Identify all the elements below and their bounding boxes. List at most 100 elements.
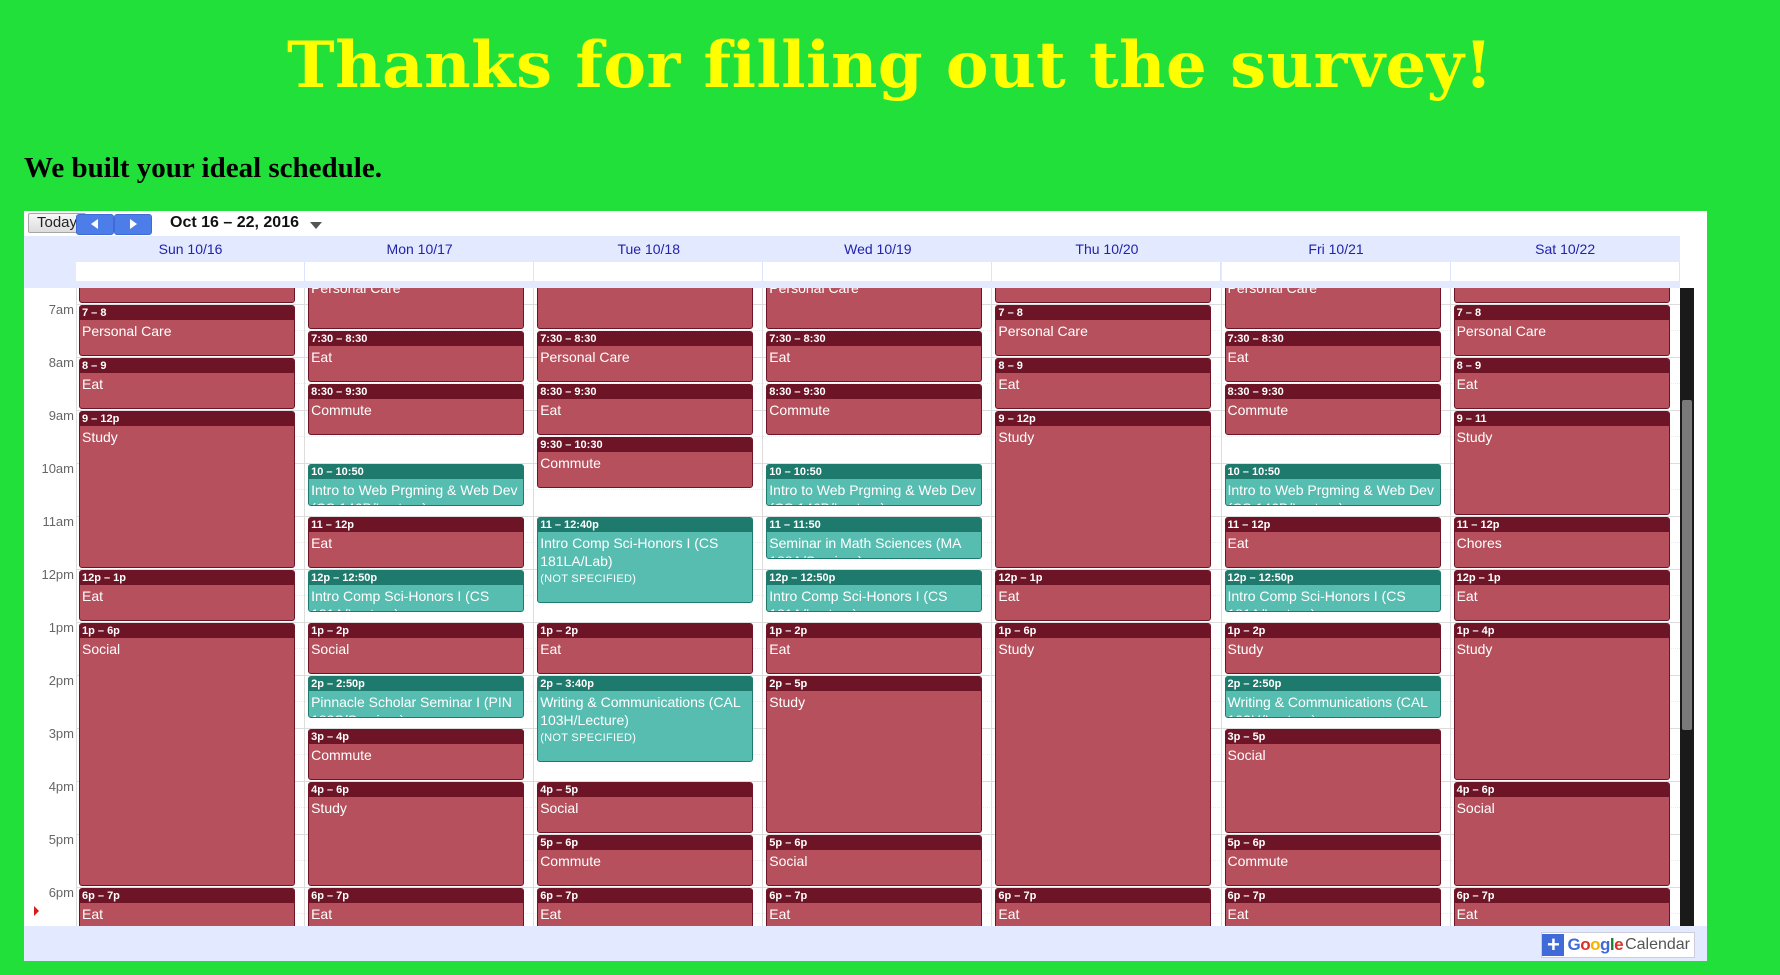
schedule-event[interactable]: 8 – 9 Eat	[1453, 357, 1670, 409]
schedule-event[interactable]: 1p – 6p Study	[995, 622, 1212, 886]
day-header: Tue 10/18	[617, 241, 680, 257]
all-day-cell[interactable]	[1221, 262, 1451, 281]
schedule-event[interactable]: 8:30 – 9:30 Commute	[308, 384, 525, 436]
event-title: Eat	[311, 534, 333, 551]
event-time: 6p – 7p	[767, 888, 982, 903]
schedule-event[interactable]: 6p – 7p Eat	[308, 887, 525, 926]
hour-gridline	[76, 515, 1680, 517]
today-button[interactable]: Today	[28, 213, 87, 233]
schedule-event[interactable]: 12p – 1p Eat	[79, 569, 295, 621]
schedule-event[interactable]: 8 – 9 Eat	[79, 357, 295, 409]
all-day-cell[interactable]	[305, 262, 535, 281]
schedule-event[interactable]: 12p – 1p Eat	[995, 569, 1212, 621]
schedule-event[interactable]: 7 – 8 Personal Care	[79, 304, 295, 356]
schedule-event[interactable]: 1p – 2p Eat	[537, 622, 754, 674]
schedule-event[interactable]	[1453, 288, 1670, 303]
schedule-event[interactable]	[79, 288, 295, 303]
schedule-event[interactable]: 1p – 2p Eat	[766, 622, 983, 674]
schedule-event[interactable]: 1p – 6p Social	[79, 622, 295, 886]
schedule-event[interactable]: 4p – 5p Social	[537, 781, 754, 833]
all-day-cell[interactable]	[992, 262, 1222, 281]
schedule-event[interactable]	[537, 288, 754, 330]
schedule-event[interactable]: 8:30 – 9:30 Commute	[1224, 384, 1441, 436]
day-header: Sun 10/16	[158, 241, 223, 257]
schedule-event[interactable]: 7 – 8 Personal Care	[995, 304, 1212, 356]
event-time: 1p – 4p	[1454, 623, 1669, 638]
schedule-event[interactable]: 8:30 – 9:30 Commute	[766, 384, 983, 436]
course-event[interactable]: 10 – 10:50 Intro to Web Prgming & Web Dev…	[308, 463, 525, 507]
course-event[interactable]: 11 – 12:40p Intro Comp Sci-Honors I (CS 1…	[537, 516, 754, 604]
schedule-event[interactable]: 6p – 7p Eat	[766, 887, 983, 926]
schedule-event[interactable]: Personal Care	[1224, 288, 1441, 330]
all-day-cell[interactable]	[1450, 262, 1680, 281]
schedule-event[interactable]: 11 – 12p Eat	[1224, 516, 1441, 568]
course-event[interactable]: 2p – 3:40p Writing & Communications (CAL …	[537, 675, 754, 763]
schedule-event[interactable]: 7:30 – 8:30 Eat	[766, 331, 983, 383]
page-subheadline: We built your ideal schedule.	[24, 152, 382, 184]
schedule-event[interactable]: 7:30 – 8:30 Eat	[308, 331, 525, 383]
event-time: 10 – 10:50	[309, 464, 524, 479]
schedule-event[interactable]: Personal Care	[766, 288, 983, 330]
event-time: 12p – 12:50p	[1225, 570, 1440, 585]
all-day-cell[interactable]	[534, 262, 764, 281]
schedule-event[interactable]: Personal Care	[308, 288, 525, 330]
schedule-event[interactable]: 6p – 7p Eat	[995, 887, 1212, 926]
event-title: Intro Comp Sci-Honors I (CS 181A/Lecture…	[1227, 587, 1406, 611]
course-event[interactable]: 10 – 10:50 Intro to Web Prgming & Web Dev…	[1224, 463, 1441, 507]
course-event[interactable]: 2p – 2:50p Pinnacle Scholar Seminar I (PI…	[308, 675, 525, 719]
google-calendar-badge[interactable]: + Google Calendar	[1541, 932, 1695, 958]
event-title: Eat	[540, 905, 562, 922]
schedule-event[interactable]: 7:30 – 8:30 Eat	[1224, 331, 1441, 383]
schedule-event[interactable]: 6p – 7p Eat	[1224, 887, 1441, 926]
schedule-event[interactable]: 1p – 4p Study	[1453, 622, 1670, 780]
event-title: Intro Comp Sci-Honors I (CS 181LA/Lab)	[540, 534, 719, 569]
schedule-event[interactable]: 8:30 – 9:30 Eat	[537, 384, 754, 436]
schedule-event[interactable]: 3p – 4p Commute	[308, 728, 525, 780]
previous-week-button[interactable]	[76, 214, 114, 235]
course-event[interactable]: 12p – 12:50p Intro Comp Sci-Honors I (CS …	[308, 569, 525, 613]
course-event[interactable]: 10 – 10:50 Intro to Web Prgming & Web Dev…	[766, 463, 983, 507]
all-day-cell[interactable]	[76, 262, 306, 281]
schedule-event[interactable]: 11 – 12p Chores	[1453, 516, 1670, 568]
schedule-event[interactable]: 6p – 7p Eat	[79, 887, 295, 926]
grid-scrollbar[interactable]	[1680, 288, 1694, 926]
dropdown-triangle-icon[interactable]	[310, 222, 322, 229]
schedule-event[interactable]: 6p – 7p Eat	[537, 887, 754, 926]
hour-gridline	[76, 462, 1680, 464]
event-time: 12p – 12:50p	[309, 570, 524, 585]
event-title: Eat	[311, 349, 333, 366]
course-event[interactable]: 2p – 2:50p Writing & Communications (CAL …	[1224, 675, 1441, 719]
time-grid[interactable]: 7am 8am 9am 10am 11am 12pm 1pm 2pm 3pm 4pm 5pm 6pm 7…	[24, 288, 1680, 926]
hour-gridline	[76, 621, 1680, 623]
course-event[interactable]: 12p – 12:50p Intro Comp Sci-Honors I (CS …	[1224, 569, 1441, 613]
schedule-event[interactable]: 1p – 2p Social	[308, 622, 525, 674]
schedule-event[interactable]: 6p – 7p Eat	[1453, 887, 1670, 926]
scrollbar-thumb[interactable]	[1682, 400, 1692, 731]
next-week-button[interactable]	[114, 214, 152, 235]
event-time: 12p – 1p	[996, 570, 1211, 585]
all-day-cell[interactable]	[763, 262, 993, 281]
schedule-event[interactable]: 8 – 9 Eat	[995, 357, 1212, 409]
schedule-event[interactable]: 4p – 6p Social	[1453, 781, 1670, 886]
schedule-event[interactable]: 12p – 1p Eat	[1453, 569, 1670, 621]
schedule-event[interactable]: 9 – 12p Study	[79, 410, 295, 568]
event-time: 9 – 12p	[996, 411, 1211, 426]
course-event[interactable]: 11 – 11:50 Seminar in Math Sciences (MA 1…	[766, 516, 983, 560]
schedule-event[interactable]: 11 – 12p Eat	[308, 516, 525, 568]
schedule-event[interactable]: 7 – 8 Personal Care	[1453, 304, 1670, 356]
course-event[interactable]: 12p – 12:50p Intro Comp Sci-Honors I (CS …	[766, 569, 983, 613]
schedule-event[interactable]: 9 – 11 Study	[1453, 410, 1670, 515]
schedule-event[interactable]: 9:30 – 10:30 Commute	[537, 437, 754, 489]
schedule-event[interactable]: 4p – 6p Study	[308, 781, 525, 886]
schedule-event[interactable]: 2p – 5p Study	[766, 675, 983, 833]
event-title: Commute	[1227, 402, 1289, 419]
event-time: 7:30 – 8:30	[538, 332, 753, 347]
schedule-event[interactable]	[995, 288, 1212, 303]
schedule-event[interactable]: 7:30 – 8:30 Personal Care	[537, 331, 754, 383]
schedule-event[interactable]: 1p – 2p Study	[1224, 622, 1441, 674]
schedule-event[interactable]: 5p – 6p Commute	[1224, 834, 1441, 886]
schedule-event[interactable]: 5p – 6p Commute	[537, 834, 754, 886]
schedule-event[interactable]: 5p – 6p Social	[766, 834, 983, 886]
schedule-event[interactable]: 9 – 12p Study	[995, 410, 1212, 568]
schedule-event[interactable]: 3p – 5p Social	[1224, 728, 1441, 833]
